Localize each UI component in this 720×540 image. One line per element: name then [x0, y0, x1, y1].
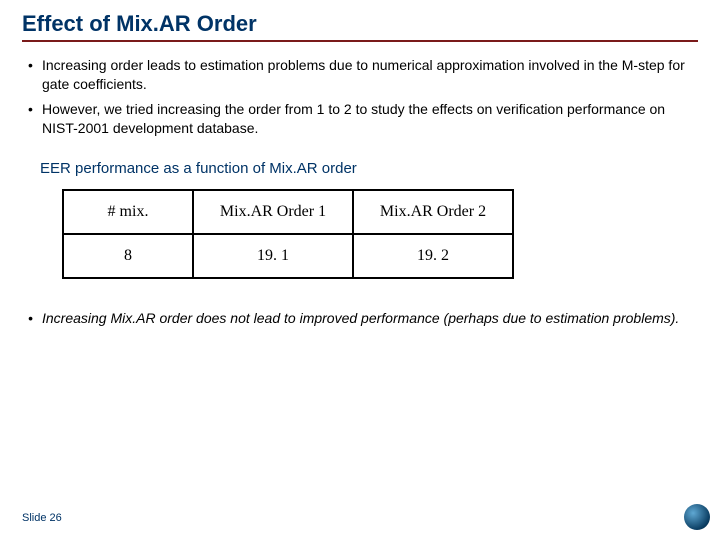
title-underline: [22, 40, 698, 42]
slide-number: Slide 26: [22, 512, 62, 524]
table-cell: 19. 2: [353, 234, 513, 278]
bullet-marker-icon: •: [28, 100, 42, 138]
bullet-marker-icon: •: [28, 56, 42, 94]
top-bullet-list: • Increasing order leads to estimation p…: [22, 56, 698, 138]
table-cell: 8: [63, 234, 193, 278]
bullet-item: • Increasing Mix.AR order does not lead …: [28, 309, 698, 328]
bottom-bullet-list: • Increasing Mix.AR order does not lead …: [22, 309, 698, 328]
bullet-text: Increasing order leads to estimation pro…: [42, 56, 698, 94]
table-cell: 19. 1: [193, 234, 353, 278]
bullet-text: Increasing Mix.AR order does not lead to…: [42, 309, 698, 328]
table-header-cell: # mix.: [63, 190, 193, 234]
table-header-cell: Mix.AR Order 2: [353, 190, 513, 234]
slide-title: Effect of Mix.AR Order: [22, 12, 698, 36]
bullet-marker-icon: •: [28, 309, 42, 328]
table-subheading: EER performance as a function of Mix.AR …: [40, 160, 698, 177]
title-block: Effect of Mix.AR Order: [22, 12, 698, 42]
bullet-text: However, we tried increasing the order f…: [42, 100, 698, 138]
bullet-item: • However, we tried increasing the order…: [28, 100, 698, 138]
results-table: # mix. Mix.AR Order 1 Mix.AR Order 2 8 1…: [62, 189, 514, 279]
table-header-cell: Mix.AR Order 1: [193, 190, 353, 234]
table-header-row: # mix. Mix.AR Order 1 Mix.AR Order 2: [63, 190, 513, 234]
slide: Effect of Mix.AR Order • Increasing orde…: [0, 0, 720, 540]
table-row: 8 19. 1 19. 2: [63, 234, 513, 278]
bullet-item: • Increasing order leads to estimation p…: [28, 56, 698, 94]
globe-logo-icon: [684, 504, 710, 530]
